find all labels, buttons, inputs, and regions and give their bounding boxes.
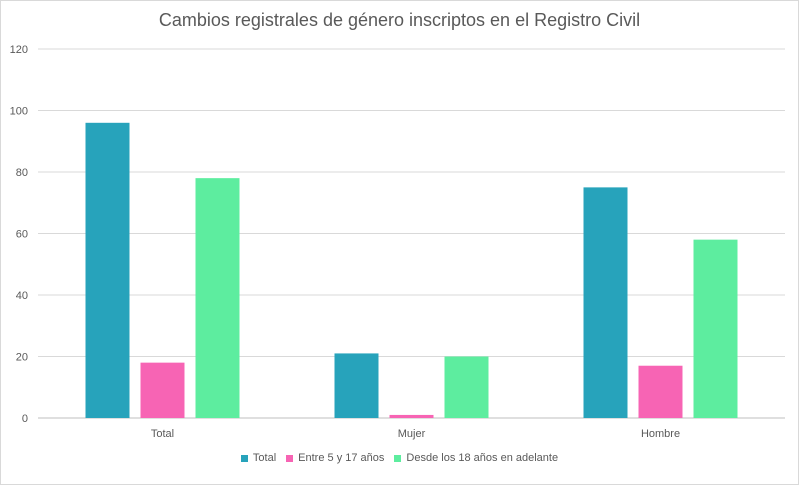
bar xyxy=(334,353,379,418)
legend-swatch xyxy=(286,454,294,462)
bar xyxy=(638,365,683,418)
x-tick-label: Total xyxy=(151,428,174,440)
bar xyxy=(389,414,434,418)
y-tick-label: 60 xyxy=(16,229,28,241)
bar xyxy=(444,356,489,418)
bar xyxy=(140,362,185,418)
bar xyxy=(85,122,130,419)
y-tick-label: 100 xyxy=(10,106,28,118)
x-tick-label: Hombre xyxy=(641,428,680,440)
bar xyxy=(195,178,240,418)
chart-legend: Total Entre 5 y 17 años Desde los 18 años … xyxy=(0,452,799,465)
legend-item: Desde los 18 años en adelante xyxy=(394,452,558,464)
legend-label: Entre 5 y 17 años xyxy=(298,452,385,464)
chart-title: Cambios registrales de género inscriptos… xyxy=(158,10,641,30)
legend-label: Total xyxy=(252,452,277,464)
bar xyxy=(583,187,628,418)
y-tick-label: 40 xyxy=(16,290,28,302)
y-tick-label: 0 xyxy=(22,413,28,425)
x-tick-label: Mujer xyxy=(398,428,426,440)
y-tick-label: 120 xyxy=(10,44,28,56)
y-tick-label: 20 xyxy=(16,352,28,364)
legend-label: Desde los 18 años en adelante xyxy=(406,452,559,464)
legend-swatch xyxy=(240,454,248,462)
legend-item: Total xyxy=(240,452,277,464)
legend-item: Entre 5 y 17 años xyxy=(286,452,384,464)
bar xyxy=(693,239,738,418)
y-tick-label: 80 xyxy=(16,167,28,179)
legend-swatch xyxy=(394,454,402,462)
